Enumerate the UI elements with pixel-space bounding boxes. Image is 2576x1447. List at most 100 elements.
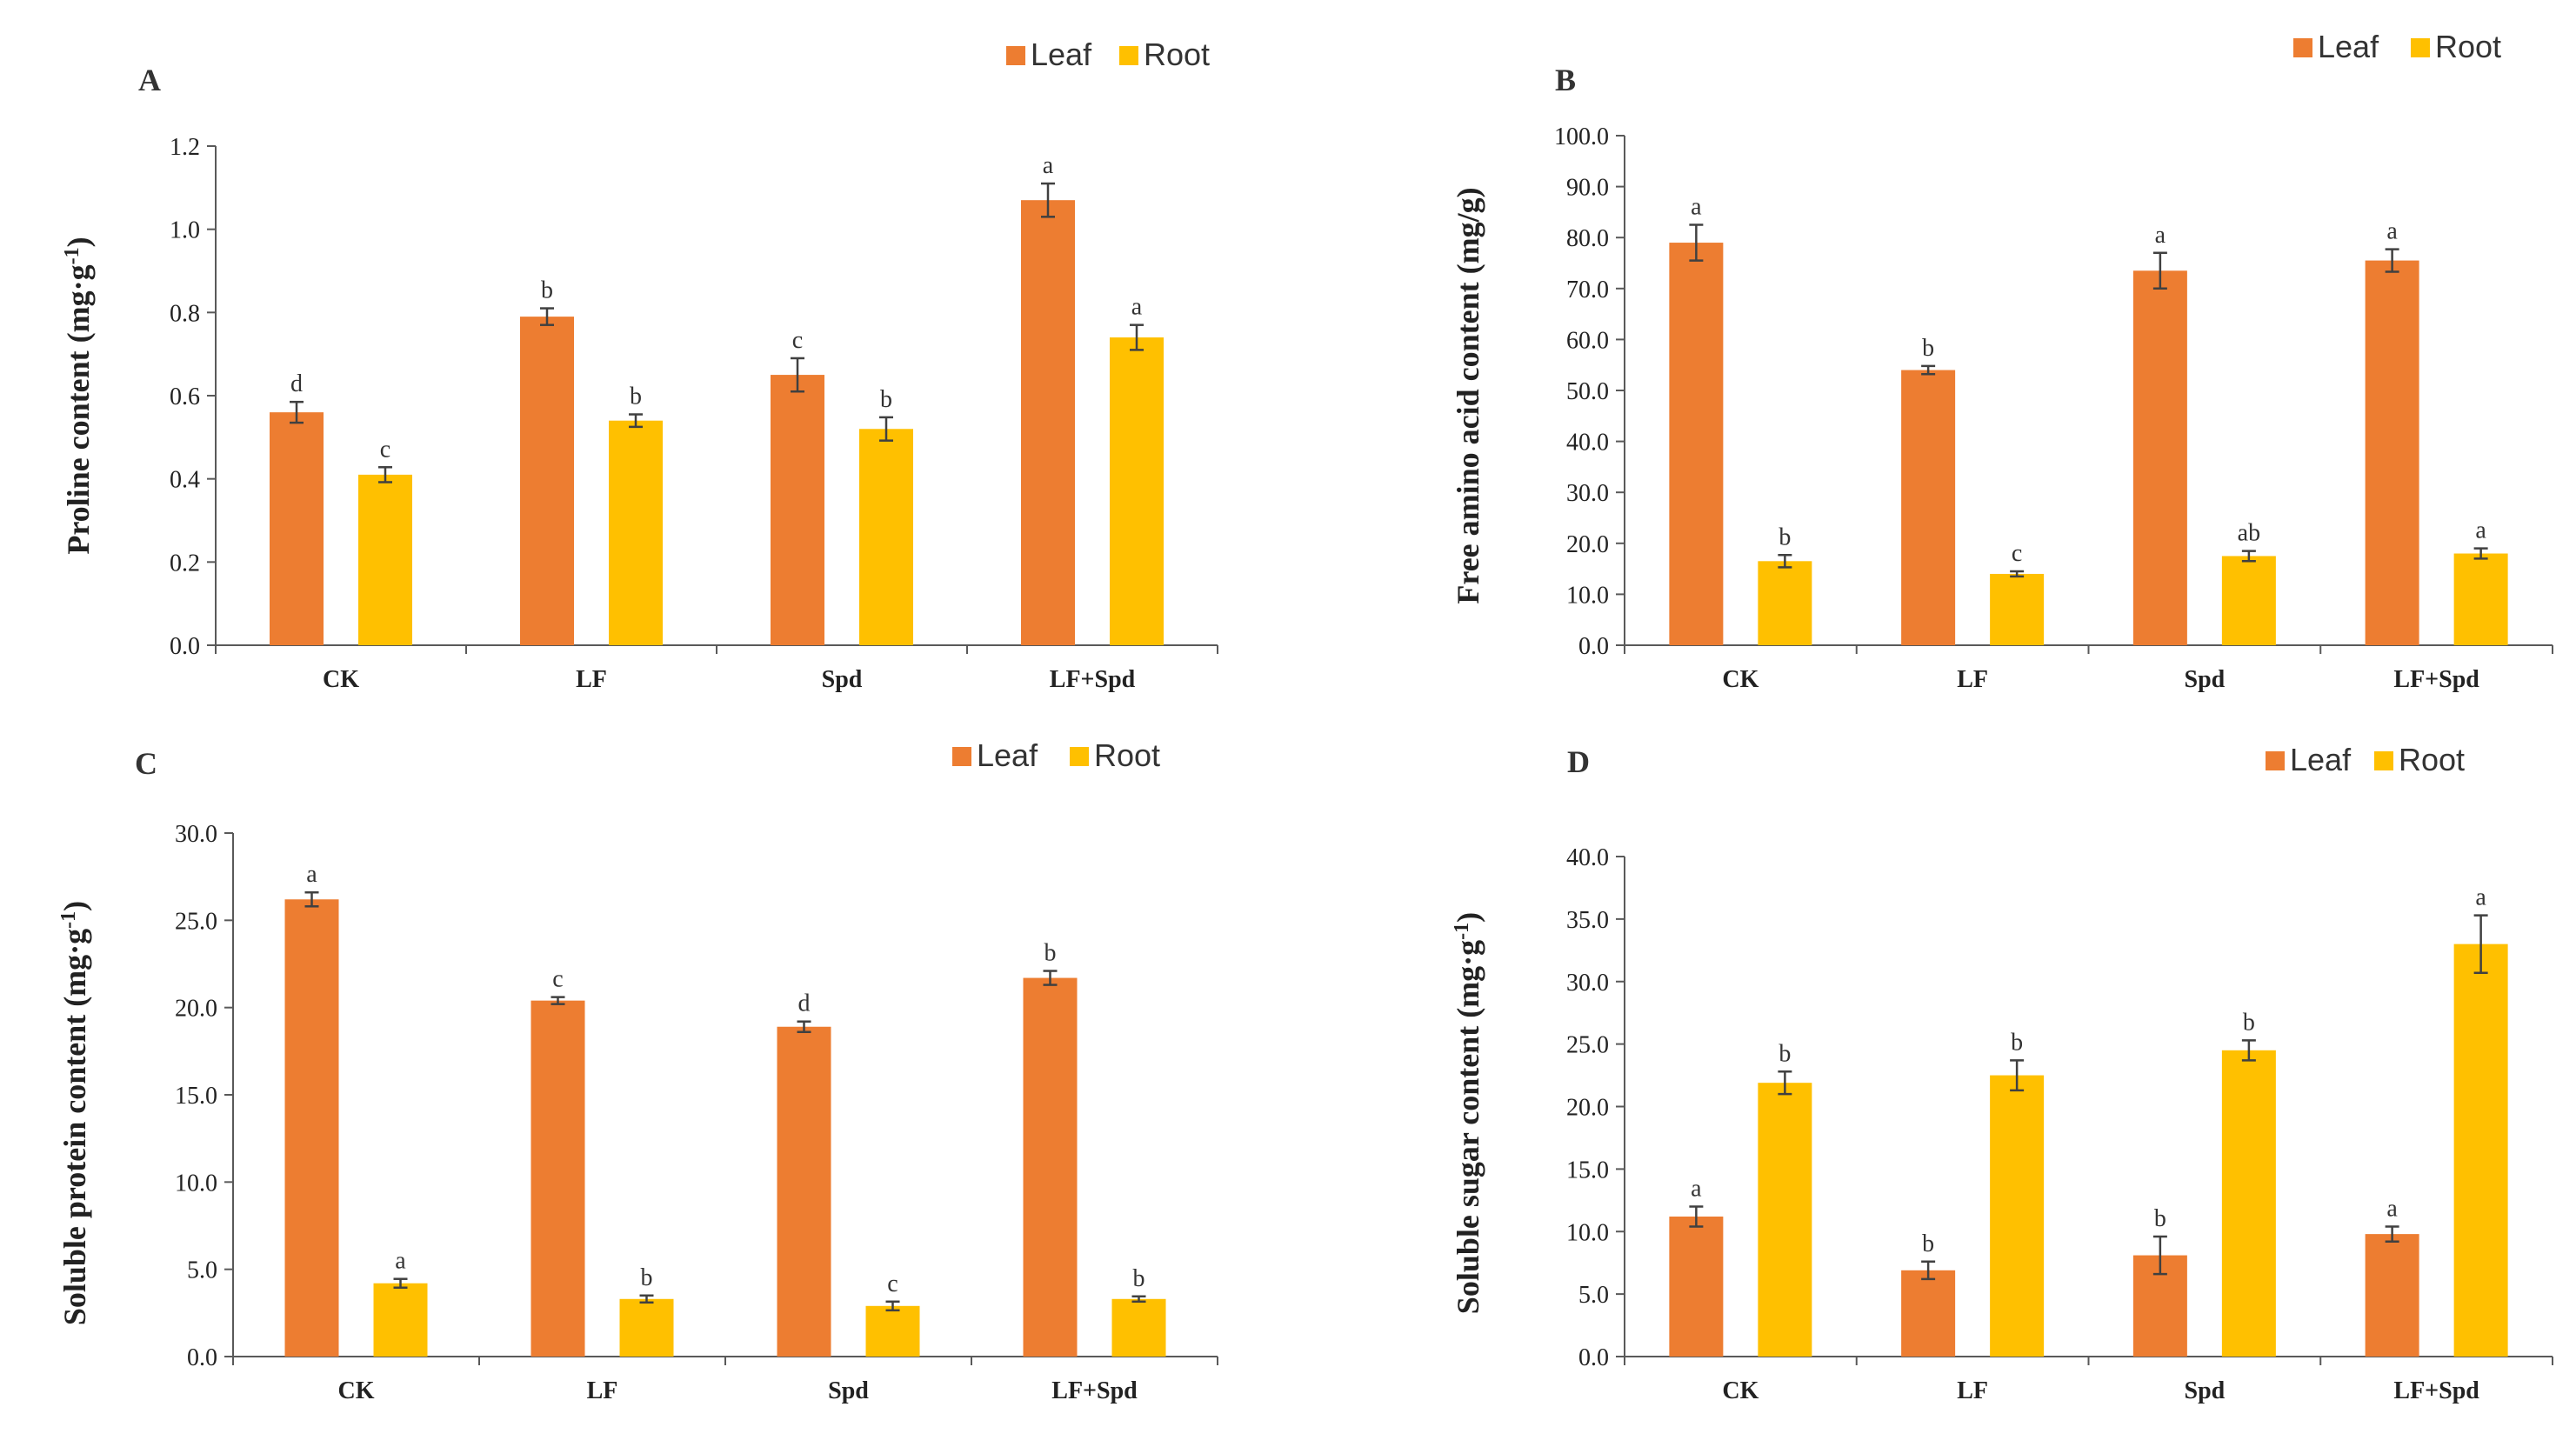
x-tick-label: Spd	[822, 666, 863, 693]
bar-leaf-lf	[1901, 370, 1956, 645]
x-tick-label: CK	[1722, 666, 1758, 693]
panel-label: C	[135, 746, 157, 781]
bar-root-lf-spd	[2453, 553, 2508, 645]
legend-swatch-root	[1119, 46, 1138, 65]
y-tick-label: 0.0	[1578, 1344, 1609, 1371]
significance-label: a	[1043, 152, 1054, 179]
y-tick-label: 0.0	[1578, 633, 1609, 660]
y-tick-label: 50.0	[1566, 378, 1609, 405]
bar-leaf-ck	[270, 412, 324, 645]
chart-panel-c: C Leaf Root 0.0 5.0 10.0 15.0 20.0 25.0 30.0 Solub…	[57, 737, 1218, 1404]
significance-label: a	[1691, 194, 1702, 221]
x-tick-label: LF+Spd	[2393, 666, 2479, 693]
y-tick-label: 30.0	[1566, 480, 1609, 507]
significance-label: a	[2386, 218, 2398, 245]
significance-label: b	[1779, 1040, 1791, 1067]
bar-leaf-lf-spd	[2365, 260, 2419, 645]
bar-leaf-lf	[520, 317, 574, 645]
x-tick-label: Spd	[2185, 666, 2226, 693]
y-axis-title: Proline content (mg·g-1)	[61, 237, 96, 554]
significance-label: a	[2475, 884, 2486, 911]
significance-label: b	[1922, 335, 1934, 362]
legend-label-root: Root	[1144, 37, 1210, 72]
significance-label: b	[641, 1264, 653, 1291]
bar-leaf-lf	[531, 1000, 585, 1357]
significance-label: b	[1133, 1265, 1145, 1292]
legend-label-root: Root	[2399, 742, 2465, 777]
y-tick-label: 0.0	[187, 1344, 217, 1371]
significance-label: a	[395, 1248, 406, 1275]
y-axis-title: Soluble protein content (mg·g-1)	[57, 901, 92, 1325]
x-tick-label: Spd	[828, 1377, 869, 1404]
chart-panel-b: B Leaf Root 0.0 10.0 20.0 30.0 40.0 50.0 60.0 70.0…	[1451, 29, 2553, 693]
y-tick-label: 15.0	[1566, 1157, 1609, 1184]
y-tick-label: 10.0	[175, 1170, 217, 1197]
x-tick-label: LF	[576, 666, 607, 693]
y-tick-label: 0.6	[170, 383, 200, 410]
bar-root-spd	[2221, 1050, 2276, 1357]
significance-label: b	[2011, 1029, 2023, 1056]
y-tick-label: 0.4	[170, 467, 200, 494]
bar-leaf-spd	[771, 375, 824, 645]
y-tick-label: 90.0	[1566, 175, 1609, 202]
legend-label-leaf: Leaf	[1031, 37, 1092, 72]
y-tick-label: 35.0	[1566, 907, 1609, 934]
significance-label: a	[2386, 1196, 2398, 1223]
y-tick-label: 40.0	[1566, 430, 1609, 457]
bar-root-spd	[859, 429, 913, 645]
bar-root-ck	[358, 474, 412, 645]
significance-label: b	[2243, 1009, 2255, 1036]
y-tick-label: 25.0	[175, 908, 217, 935]
bar-root-lf	[1990, 1075, 2045, 1357]
significance-label: b	[630, 383, 642, 410]
panel-label: D	[1567, 744, 1590, 779]
legend-label-leaf: Leaf	[2318, 29, 2379, 64]
x-tick-label: LF	[1957, 666, 1988, 693]
legend-swatch-leaf	[1006, 46, 1025, 65]
significance-label: c	[887, 1270, 898, 1297]
bar-root-lf	[1990, 573, 2045, 645]
bar-root-ck	[1758, 561, 1812, 645]
bar-leaf-lf	[1901, 1270, 1956, 1357]
bar-leaf-lf-spd	[2365, 1234, 2419, 1357]
y-tick-label: 10.0	[1566, 1219, 1609, 1246]
y-tick-label: 20.0	[1566, 531, 1609, 558]
y-tick-label: 100.0	[1554, 123, 1609, 150]
y-tick-label: 20.0	[175, 996, 217, 1023]
significance-label: d	[290, 370, 303, 397]
significance-label: c	[380, 436, 390, 463]
significance-label: b	[2154, 1205, 2166, 1232]
significance-label: b	[1779, 523, 1791, 550]
significance-label: b	[1922, 1230, 1934, 1257]
y-tick-label: 60.0	[1566, 327, 1609, 354]
significance-label: d	[798, 990, 811, 1017]
x-tick-label: LF	[1957, 1377, 1988, 1404]
bar-leaf-lf-spd	[1023, 977, 1078, 1357]
chart-panel-a: A Leaf Root 0.0 0.2 0.4 0.6 0.8 1.0 1.2 Proline co…	[61, 37, 1218, 693]
legend-label-root: Root	[1094, 737, 1160, 773]
panel-label: B	[1555, 63, 1576, 97]
legend-swatch-leaf	[952, 747, 971, 766]
bar-leaf-spd	[777, 1026, 831, 1357]
legend-swatch-root	[2411, 38, 2430, 57]
significance-label: b	[541, 277, 553, 304]
bar-root-lf-spd	[1111, 1298, 1166, 1357]
y-tick-label: 30.0	[1566, 970, 1609, 997]
x-tick-label: CK	[1722, 1377, 1758, 1404]
y-tick-label: 1.2	[170, 134, 200, 161]
y-tick-label: 10.0	[1566, 582, 1609, 609]
bar-root-spd	[2221, 556, 2276, 645]
panel-label: A	[138, 63, 161, 97]
significance-label: a	[1691, 1176, 1702, 1203]
significance-label: c	[552, 966, 563, 993]
significance-label: a	[2475, 517, 2486, 544]
significance-label: a	[306, 861, 317, 888]
bar-leaf-ck	[284, 899, 339, 1357]
legend-swatch-leaf	[2266, 751, 2285, 770]
x-tick-label: LF	[587, 1377, 618, 1404]
legend-label-leaf: Leaf	[977, 737, 1038, 773]
bar-leaf-ck	[1669, 1217, 1724, 1357]
y-tick-label: 0.0	[170, 633, 200, 660]
x-tick-label: Spd	[2185, 1377, 2226, 1404]
